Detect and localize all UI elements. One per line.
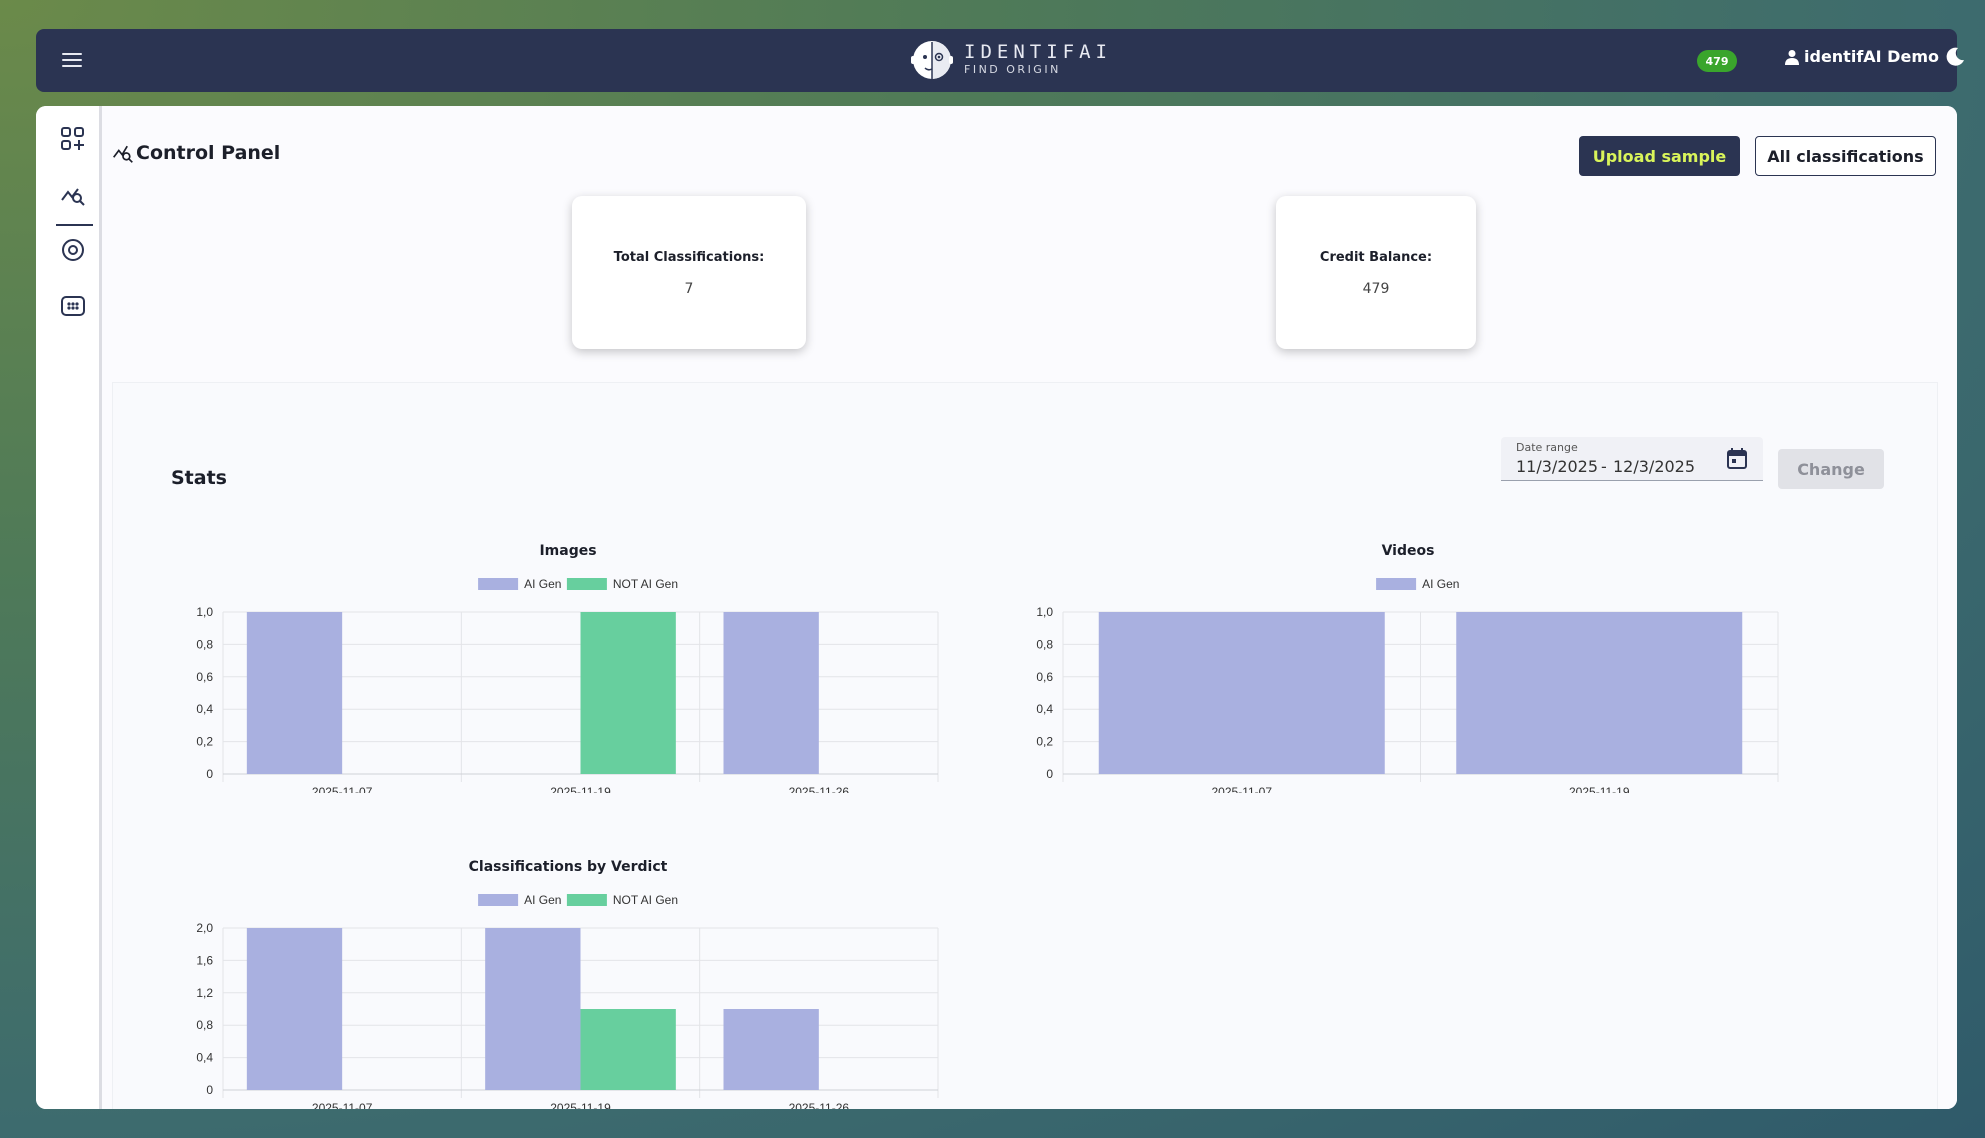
y-tick-label: 0,8: [1036, 637, 1053, 651]
page-title: Control Panel: [112, 142, 280, 164]
credit-balance-value: 479: [1362, 281, 1390, 297]
videos-chart: Videos AI Gen 0 0,2 0,4 0,6 0,8 1,0 2025-11-07 2…: [1008, 543, 1808, 793]
legend-swatch: [1376, 578, 1417, 590]
total-classifications-label: Total Classifications:: [613, 250, 765, 265]
date-range-start[interactable]: 11/3/2025: [1516, 457, 1599, 476]
credit-balance-label: Credit Balance:: [1319, 250, 1433, 265]
bar: [246, 612, 343, 774]
x-tick-label: 2025-11-26: [789, 1101, 850, 1109]
y-tick-label: 0,4: [196, 702, 213, 716]
bar: [580, 612, 676, 774]
y-tick-label: 0: [206, 1083, 213, 1097]
y-tick-label: 1,6: [196, 953, 213, 967]
legend-label: AI Gen: [1422, 577, 1459, 591]
x-tick-label: 2025-11-19: [1569, 785, 1630, 793]
content-area: Control Panel Upload sample All classifi…: [102, 106, 1957, 1109]
top-navbar: IDENTIFAI FIND ORIGIN 479 identifAI Demo: [36, 29, 1964, 92]
y-tick-label: 0,2: [1036, 735, 1053, 749]
logo-face-icon: [911, 41, 953, 79]
verdict-chart-svg: AI Gen NOT AI Gen 0 0,4 0,8 1,2 1,6 2,0 2025-11-…: [196, 893, 939, 1109]
user-icon: [1785, 49, 1799, 65]
bar: [246, 928, 343, 1090]
y-tick-label: 0,4: [1036, 702, 1053, 716]
y-tick-label: 0: [1046, 767, 1053, 781]
theme-toggle[interactable]: [1944, 46, 1966, 72]
verdict-chart: Classifications by Verdict AI Gen NOT AI …: [168, 859, 968, 1109]
y-tick-label: 0: [206, 767, 213, 781]
change-date-button[interactable]: Change: [1778, 449, 1884, 489]
all-classifications-button[interactable]: All classifications: [1755, 136, 1936, 176]
analytics-icon[interactable]: [60, 182, 86, 208]
analytics-icon: [113, 145, 133, 163]
y-tick-label: 1,0: [1036, 605, 1053, 619]
videos-chart-svg: AI Gen 0 0,2 0,4 0,6 0,8 1,0 2025-11-07 2025-11-…: [1036, 577, 1779, 793]
calendar-icon[interactable]: [1727, 447, 1747, 469]
x-tick-label: 2025-11-26: [789, 785, 850, 793]
images-chart: Images AI Gen NOT AI Gen 0 0,2 0,4 0,6 0,8 1,0 2…: [168, 543, 968, 793]
logo-tagline: FIND ORIGIN: [964, 63, 1061, 76]
stats-section: Stats Date range 11/3/2025 - 12/3/2025 C…: [112, 382, 1938, 1109]
legend-swatch: [566, 578, 607, 590]
date-range-separator: -: [1601, 457, 1607, 476]
x-tick-label: 2025-11-19: [550, 785, 611, 793]
legend-swatch: [566, 894, 607, 906]
dashboard-add-icon[interactable]: [60, 126, 86, 152]
sidebar-divider: [56, 224, 93, 226]
stats-title: Stats: [171, 467, 227, 489]
date-range-label: Date range: [1516, 441, 1578, 454]
y-tick-label: 0,2: [196, 735, 213, 749]
user-menu[interactable]: identifAI Demo: [1784, 47, 1939, 66]
x-tick-label: 2025-11-07: [312, 1101, 373, 1109]
logo-name: IDENTIFAI: [964, 41, 1112, 63]
bar: [723, 612, 819, 774]
videos-chart-title: Videos: [1381, 543, 1435, 559]
y-tick-label: 0,6: [1036, 670, 1053, 684]
legend-swatch: [478, 578, 519, 590]
bar: [1098, 612, 1385, 774]
total-classifications-value: 7: [684, 281, 694, 297]
legend-label: AI Gen: [524, 577, 561, 591]
legend-label: AI Gen: [524, 893, 561, 907]
legend-label: NOT AI Gen: [613, 893, 678, 907]
legend-swatch: [478, 894, 519, 906]
sidebar: [36, 106, 102, 1109]
y-tick-label: 1,0: [196, 605, 213, 619]
credit-balance-card: Credit Balance: 479: [1276, 196, 1476, 349]
user-name: identifAI Demo: [1804, 47, 1939, 66]
main-panel: Control Panel Upload sample All classifi…: [36, 106, 1957, 1109]
total-classifications-card: Total Classifications: 7: [572, 196, 806, 349]
x-tick-label: 2025-11-07: [312, 785, 373, 793]
y-tick-label: 0,8: [196, 1018, 213, 1032]
y-tick-label: 1,2: [196, 986, 213, 1000]
bar: [485, 928, 581, 1090]
bar: [580, 1009, 676, 1090]
menu-icon[interactable]: [62, 50, 82, 70]
app-logo[interactable]: IDENTIFAI FIND ORIGIN: [910, 37, 1112, 83]
bar: [1456, 612, 1743, 774]
x-tick-label: 2025-11-19: [550, 1101, 611, 1109]
y-tick-label: 2,0: [196, 921, 213, 935]
upload-sample-button[interactable]: Upload sample: [1579, 136, 1740, 176]
credit-badge: 479: [1697, 50, 1737, 72]
moon-icon: [1946, 47, 1964, 66]
y-tick-label: 0,4: [196, 1051, 213, 1065]
images-chart-title: Images: [539, 543, 597, 559]
x-tick-label: 2025-11-07: [1212, 785, 1273, 793]
date-range-picker[interactable]: Date range 11/3/2025 - 12/3/2025: [1501, 437, 1763, 481]
verdict-chart-title: Classifications by Verdict: [468, 859, 668, 875]
bar: [723, 1009, 819, 1090]
y-tick-label: 0,6: [196, 670, 213, 684]
images-chart-svg: AI Gen NOT AI Gen 0 0,2 0,4 0,6 0,8 1,0 2025-11-…: [196, 577, 939, 793]
date-range-end[interactable]: 12/3/2025: [1613, 457, 1696, 476]
page-title-text: Control Panel: [136, 142, 281, 164]
settings-badge-icon[interactable]: [60, 237, 86, 263]
legend-label: NOT AI Gen: [613, 577, 678, 591]
y-tick-label: 0,8: [196, 637, 213, 651]
calendar-icon[interactable]: [60, 292, 86, 318]
